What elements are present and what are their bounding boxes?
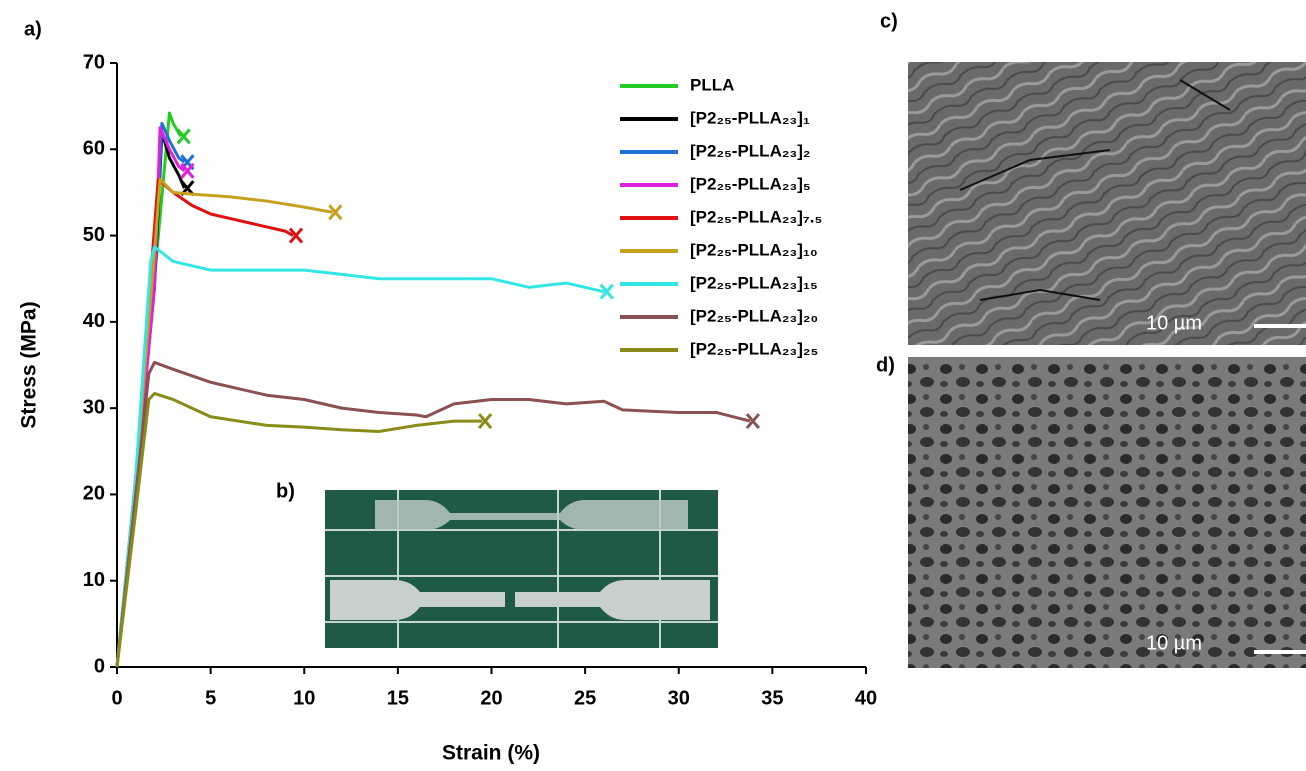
- y-tick-label: 0: [94, 655, 105, 677]
- series-line: [115, 360, 751, 668]
- break-marker: [176, 128, 191, 145]
- legend-label: [P2₂₅-PLLA₂₃]₁₀: [690, 240, 818, 259]
- scale-bar-label: 10 µm: [1146, 312, 1202, 334]
- x-tick-label: 20: [480, 687, 502, 709]
- legend-label: [P2₂₅-PLLA₂₃]₂: [690, 141, 810, 160]
- x-axis-label: Strain (%): [442, 742, 540, 765]
- x-tick-label: 15: [387, 687, 409, 709]
- break-marker: [288, 227, 304, 244]
- series-line: [115, 245, 605, 668]
- series-line: [115, 177, 333, 668]
- panel-label: d): [876, 354, 895, 376]
- x-tick-label: 40: [855, 687, 877, 709]
- panel-label: b): [276, 480, 295, 502]
- x-tick-label: 10: [293, 687, 315, 709]
- legend-label: [P2₂₅-PLLA₂₃]₇.₅: [690, 207, 822, 226]
- y-axis-label: Stress (MPa): [18, 301, 41, 428]
- series-line: [115, 391, 483, 668]
- legend-label: [P2₂₅-PLLA₂₃]₂₀: [690, 306, 818, 325]
- x-tick-label: 5: [205, 687, 216, 709]
- break-marker: [745, 413, 761, 430]
- legend-label: [P2₂₅-PLLA₂₃]₂₅: [690, 339, 818, 358]
- y-tick-label: 30: [83, 396, 105, 418]
- panel-label: c): [880, 10, 898, 32]
- y-tick-label: 50: [83, 224, 105, 246]
- specimen-photo: [325, 490, 718, 648]
- x-tick-label: 0: [111, 687, 122, 709]
- legend-label: [P2₂₅-PLLA₂₃]₁: [690, 108, 810, 127]
- scale-bar-label: 10 µm: [1146, 632, 1202, 654]
- legend-label: [P2₂₅-PLLA₂₃]₅: [690, 174, 811, 193]
- legend-label: PLLA: [690, 75, 734, 94]
- break-marker: [328, 204, 343, 221]
- x-tick-label: 35: [761, 687, 783, 709]
- panel-label: a): [24, 18, 42, 40]
- y-tick-label: 40: [83, 310, 105, 332]
- break-marker: [180, 162, 195, 179]
- x-tick-label: 25: [574, 687, 596, 709]
- y-tick-label: 10: [83, 569, 105, 591]
- y-tick-label: 70: [83, 51, 105, 73]
- y-tick-label: 60: [83, 138, 105, 160]
- sem-image-d: [908, 357, 1306, 668]
- y-tick-label: 20: [83, 483, 105, 505]
- sem-image-c: [908, 62, 1306, 345]
- x-tick-label: 30: [668, 687, 690, 709]
- legend-label: [P2₂₅-PLLA₂₃]₁₅: [690, 273, 818, 292]
- break-marker: [477, 413, 493, 430]
- break-marker: [599, 283, 614, 300]
